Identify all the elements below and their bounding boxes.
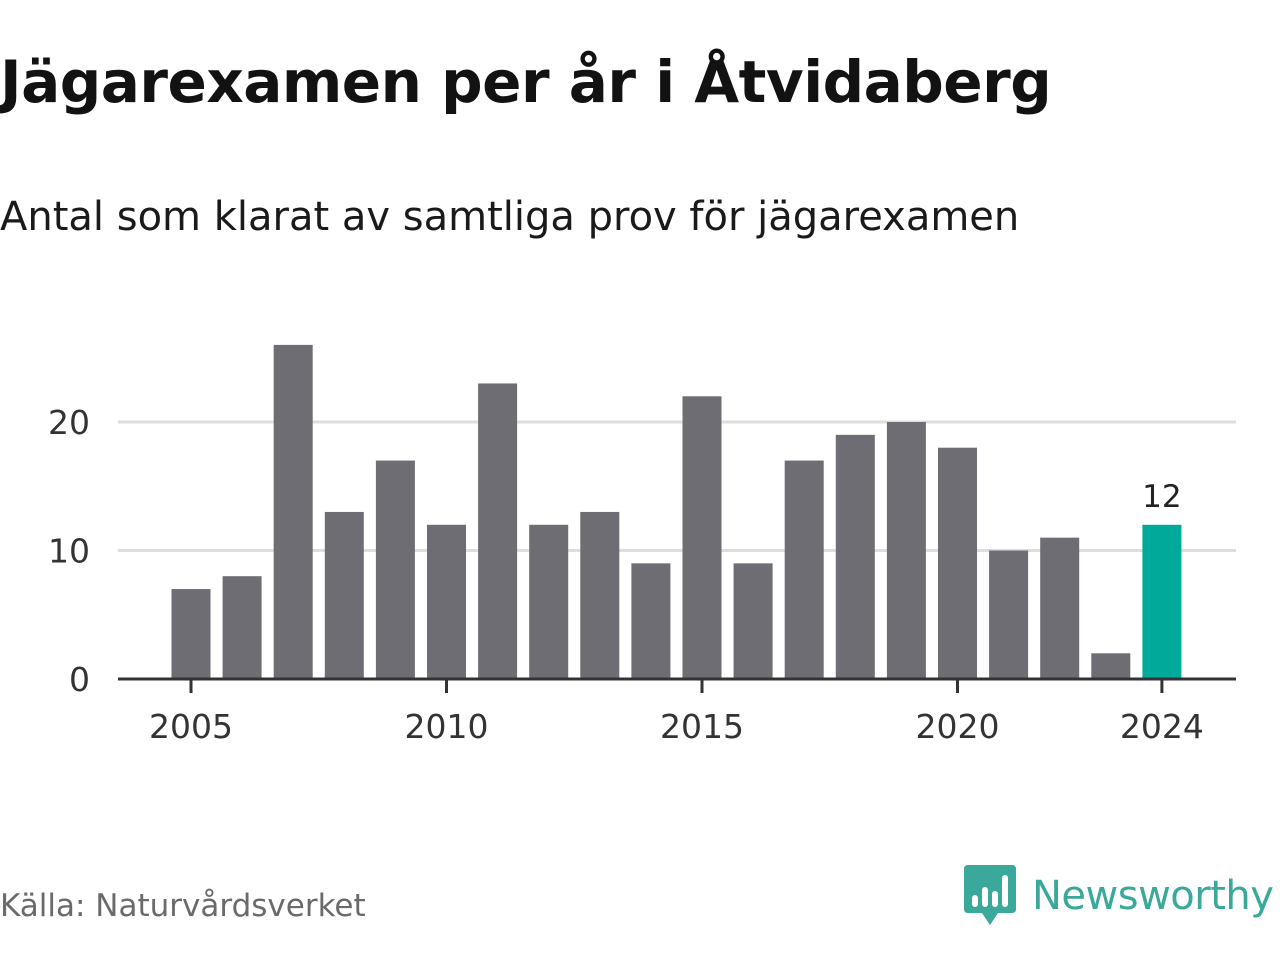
bar (529, 524, 569, 679)
chart-subtitle: Antal som klarat av samtliga prov för jä… (0, 194, 1020, 240)
bar (784, 460, 824, 679)
source-note: Källa: Naturvårdsverket (0, 888, 366, 924)
bar (989, 550, 1029, 679)
bar (222, 576, 262, 679)
x-tick-label: 2005 (149, 707, 233, 746)
data-label: 12 (1142, 479, 1181, 515)
chart-title: Jägarexamen per år i Åtvidaberg (0, 48, 1052, 116)
bar (631, 563, 671, 679)
bar (580, 511, 620, 679)
y-tick-label: 20 (48, 403, 90, 442)
x-tick-label: 2010 (405, 707, 489, 746)
bar (478, 383, 518, 679)
newsworthy-logo-icon (964, 865, 1016, 925)
bar (1142, 524, 1182, 679)
x-tick-label: 2015 (660, 707, 744, 746)
bar (375, 460, 415, 679)
y-tick-label: 0 (69, 660, 90, 699)
x-tick-label: 2020 (916, 707, 1000, 746)
y-tick-label: 10 (48, 532, 90, 571)
bar (886, 422, 926, 679)
bar (938, 447, 977, 679)
bar (171, 589, 211, 679)
x-tick-label: 2024 (1120, 707, 1204, 746)
bar (682, 396, 722, 679)
bar (835, 434, 875, 679)
bar (273, 344, 313, 679)
bar (324, 511, 364, 679)
brand-name: Newsworthy (1032, 873, 1274, 919)
newsworthy-logo: Newsworthy (964, 864, 1274, 928)
bar (427, 524, 466, 679)
bar (733, 563, 773, 679)
bar (1040, 537, 1080, 679)
bar (1091, 653, 1131, 679)
